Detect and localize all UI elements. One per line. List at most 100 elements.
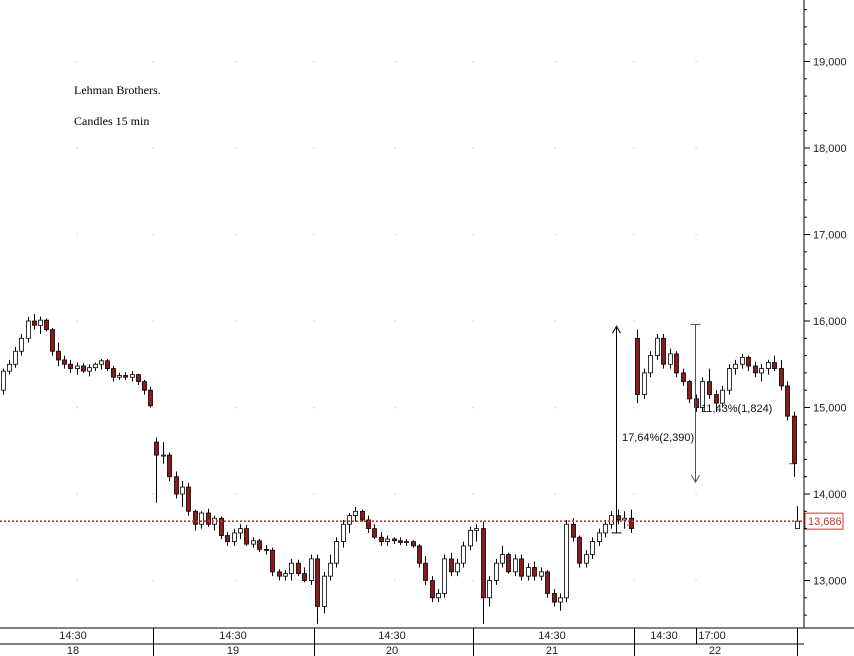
x-time-label: 14:30: [219, 630, 247, 642]
grid-dot: [313, 493, 315, 495]
candle-body: [526, 567, 531, 577]
candle-body: [449, 558, 454, 573]
candle-body: [283, 573, 288, 577]
grid-dot: [695, 580, 697, 582]
grid-dot: [235, 320, 237, 322]
measure-arrow-down: [691, 474, 700, 484]
grid-dot: [76, 147, 78, 149]
grid-dot: [554, 493, 556, 495]
candle-body: [123, 375, 128, 378]
candle-body: [532, 567, 537, 577]
grid-dot: [472, 320, 474, 322]
grid-dot: [695, 61, 697, 63]
x-time-label: 14:30: [538, 630, 566, 642]
grid-dot: [633, 493, 635, 495]
candle-body: [353, 510, 358, 517]
candles: [1, 314, 800, 624]
x-time-label: 14:30: [59, 630, 87, 642]
grid-dot: [394, 493, 396, 495]
grid-dot: [76, 493, 78, 495]
grid-dot: [394, 320, 396, 322]
candle-body: [315, 558, 320, 607]
candle-body: [727, 368, 732, 391]
candle-body: [219, 517, 224, 536]
x-day-label: 18: [67, 645, 79, 656]
candle-body: [398, 540, 403, 543]
y-tick-label: 17,000: [813, 230, 847, 242]
grid-dot: [235, 61, 237, 63]
y-tick-label: 18,000: [813, 143, 847, 155]
candle-body: [609, 515, 614, 525]
grid-dot: [554, 61, 556, 63]
candle-body: [746, 356, 751, 367]
candle-body: [38, 319, 43, 326]
candle-body: [661, 337, 666, 365]
candle-body: [302, 573, 307, 581]
candle-body: [130, 374, 135, 378]
candle-body: [392, 538, 397, 542]
candle-body: [111, 368, 116, 378]
candle-body: [759, 368, 764, 374]
y-tick-label: 14,000: [813, 489, 847, 501]
candle-body: [366, 519, 371, 530]
candle-body: [148, 389, 153, 407]
candle-body: [379, 536, 384, 542]
grid-dot: [633, 147, 635, 149]
grid-dot: [152, 147, 154, 149]
candle-body: [674, 353, 679, 374]
candle-body: [32, 320, 37, 326]
candle-body: [334, 541, 339, 564]
grid-dot: [313, 61, 315, 63]
grid-dot: [76, 61, 78, 63]
grid-dot: [472, 61, 474, 63]
candle-body: [404, 541, 409, 543]
x-day-label: 22: [709, 645, 721, 656]
grid-dot: [554, 580, 556, 582]
candle-body: [687, 381, 692, 400]
candle-body: [277, 571, 282, 577]
candle-body: [232, 532, 237, 542]
candle-body: [62, 359, 67, 365]
x-day-label: 21: [546, 645, 558, 656]
grid-dot: [554, 407, 556, 409]
candle-body: [251, 540, 256, 545]
grid-dot: [152, 580, 154, 582]
candle-body: [341, 523, 346, 542]
candle-body: [13, 350, 18, 365]
candle-body: [655, 337, 660, 356]
candle-body: [50, 329, 55, 352]
candle-body: [519, 558, 524, 577]
grid-dot: [235, 147, 237, 149]
grid-dot: [472, 234, 474, 236]
grid-dot: [394, 147, 396, 149]
grid-dot: [695, 147, 697, 149]
candle-body: [648, 355, 653, 374]
candle-body: [622, 517, 627, 521]
candle-body: [206, 512, 211, 525]
grid-dot: [76, 320, 78, 322]
candle-body: [372, 528, 377, 538]
candle-body: [590, 541, 595, 555]
candle-body: [68, 363, 73, 369]
candle-body: [154, 441, 159, 456]
candle-body: [244, 528, 249, 545]
candle-body: [186, 486, 191, 512]
candle-body: [309, 558, 314, 581]
grid-dot: [313, 147, 315, 149]
candle-body: [411, 541, 416, 547]
candle-body: [474, 528, 479, 531]
candle-body: [577, 536, 582, 564]
grid-dot: [472, 407, 474, 409]
labels: Lehman Brothers. Candles 15 min: [74, 83, 161, 128]
candle-body: [1, 370, 6, 391]
candle-body: [56, 350, 61, 361]
candle-body: [270, 549, 275, 573]
candle-body: [494, 562, 499, 581]
grid-dot: [472, 493, 474, 495]
candle-body: [468, 529, 473, 547]
overlays: 13,686 17,64%(2,390) 11,43%(1,824): [0, 323, 844, 534]
y-tick-label: 19,000: [813, 57, 847, 69]
candle-body: [694, 398, 699, 408]
candle-body: [597, 532, 602, 542]
